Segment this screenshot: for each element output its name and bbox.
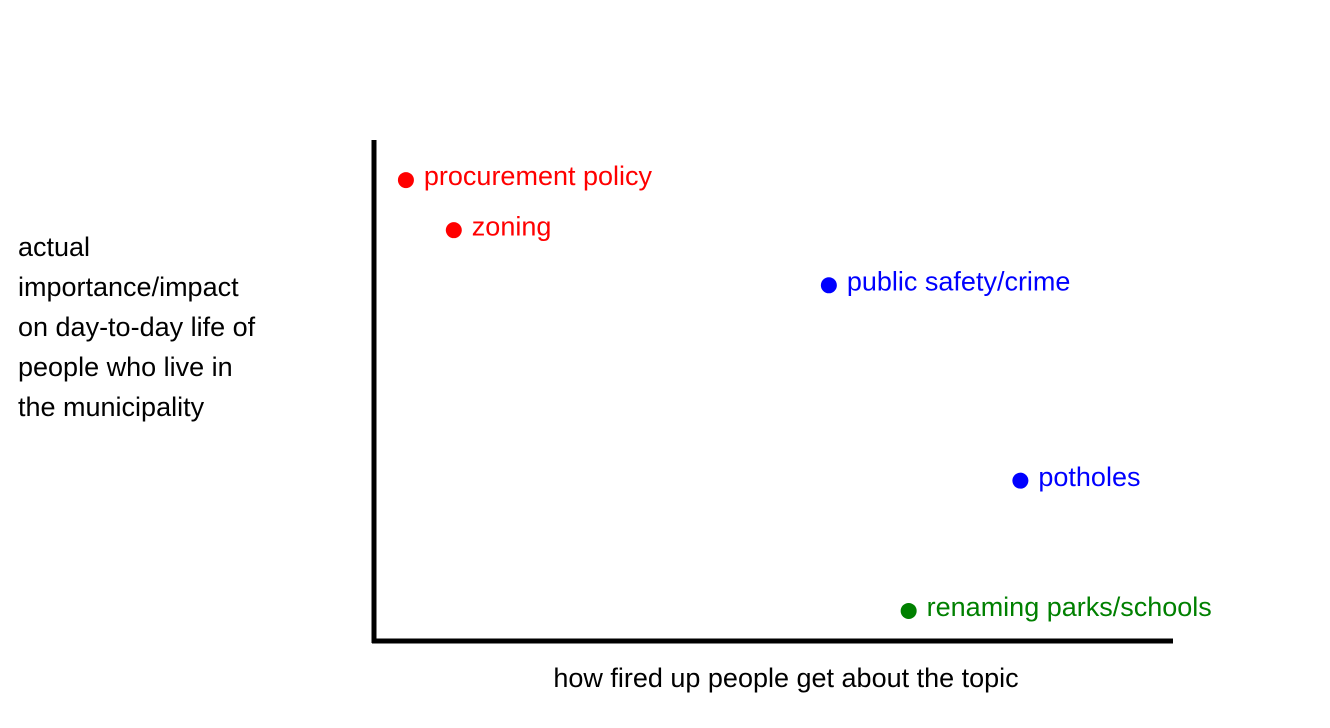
point: [397, 172, 414, 189]
y-axis-label: people who live in: [18, 352, 233, 382]
point-label: potholes: [1038, 462, 1140, 492]
point: [445, 222, 462, 239]
point-label: renaming parks/schools: [927, 592, 1212, 622]
point-label: public safety/crime: [847, 266, 1071, 296]
point-label: procurement policy: [424, 161, 653, 191]
point: [820, 277, 837, 294]
x-axis-label: how fired up people get about the topic: [553, 663, 1018, 693]
y-axis-label: the municipality: [18, 392, 205, 422]
point-label: zoning: [472, 211, 552, 241]
point: [900, 602, 917, 619]
y-axis-label: importance/impact: [18, 272, 239, 302]
y-axis-label: actual: [18, 232, 90, 262]
y-axis-label: on day-to-day life of: [18, 312, 256, 342]
point: [1012, 472, 1029, 489]
